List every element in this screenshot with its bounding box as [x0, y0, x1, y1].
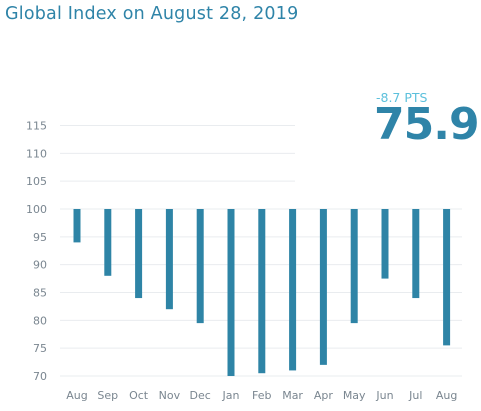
bar [104, 209, 112, 276]
bar [227, 209, 235, 376]
x-tick-label: May [343, 389, 366, 402]
bar [135, 209, 143, 299]
y-tick-label: 80 [33, 314, 47, 327]
bar [165, 209, 173, 310]
x-tick-label: Sep [97, 389, 118, 402]
bar [196, 209, 204, 324]
y-axis: 115 110 105 100 95 90 85 80 75 70 [26, 120, 47, 384]
bars [73, 209, 451, 376]
chart-title: Global Index on August 28, 2019 [5, 4, 299, 24]
x-tick-label: Jan [222, 389, 240, 402]
y-tick-label: 95 [33, 231, 47, 244]
y-tick-label: 90 [33, 259, 47, 272]
bar [381, 209, 389, 279]
y-tick-label: 75 [33, 342, 47, 355]
y-tick-label: 115 [26, 120, 47, 133]
y-tick-label: 100 [26, 203, 47, 216]
current-value: 75.9 [374, 99, 480, 150]
y-tick-label: 85 [33, 287, 47, 300]
x-axis: Aug Sep Oct Nov Dec Jan Feb Mar Apr May Jun Jul Aug [66, 389, 457, 402]
y-tick-label: 110 [26, 147, 47, 160]
x-tick-label: Jul [408, 389, 422, 402]
bar [289, 209, 297, 371]
bar [319, 209, 327, 365]
x-tick-label: Jun [375, 389, 393, 402]
x-tick-label: Nov [159, 389, 181, 402]
x-tick-label: Oct [129, 389, 149, 402]
x-tick-label: Dec [190, 389, 211, 402]
x-tick-label: Apr [314, 389, 334, 402]
x-tick-label: Aug [66, 389, 87, 402]
change-label: -8.7 PTS [376, 90, 428, 105]
y-tick-label: 70 [33, 370, 47, 383]
y-tick-label: 105 [26, 175, 47, 188]
bar [258, 209, 266, 374]
x-tick-label: Aug [436, 389, 457, 402]
bar [412, 209, 420, 299]
bar [73, 209, 81, 243]
x-tick-label: Feb [252, 389, 271, 402]
x-tick-label: Mar [282, 389, 303, 402]
bar [350, 209, 358, 324]
bar [443, 209, 451, 346]
